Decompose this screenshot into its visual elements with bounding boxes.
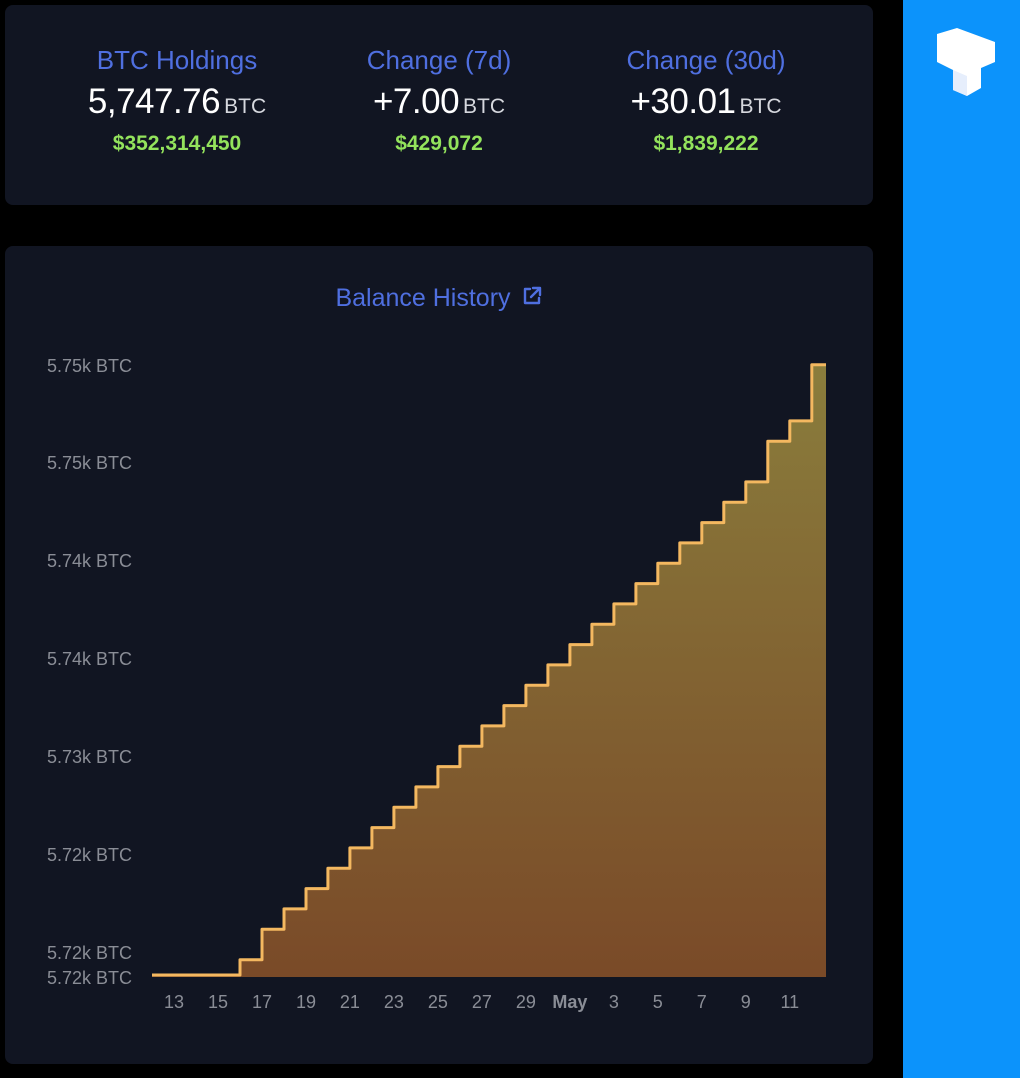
stat-usd-value: $1,839,222 xyxy=(653,132,759,155)
x-tick-label: 3 xyxy=(609,992,619,1012)
x-tick-label: 7 xyxy=(697,992,707,1012)
stat-unit: BTC xyxy=(463,95,506,118)
x-tick-label: 17 xyxy=(252,992,272,1012)
stat-btc-holdings: BTC Holdings 5,747.76 BTC $352,314,450 xyxy=(37,45,317,156)
y-tick-label: 5.73k BTC xyxy=(47,747,132,767)
y-tick-label: 5.74k BTC xyxy=(47,551,132,571)
external-link-icon[interactable] xyxy=(521,285,543,307)
y-tick-label: 5.72k BTC xyxy=(47,845,132,865)
x-tick-label: 19 xyxy=(296,992,316,1012)
stat-change-7d: Change (7d) +7.00 BTC $429,072 xyxy=(299,45,579,156)
stat-unit: BTC xyxy=(224,95,267,118)
x-tick-label: 23 xyxy=(384,992,404,1012)
y-tick-label: 5.72k BTC xyxy=(47,943,132,963)
y-tick-label: 5.74k BTC xyxy=(47,649,132,669)
x-tick-label: 5 xyxy=(653,992,663,1012)
balance-line xyxy=(152,363,826,977)
y-tick-label: 5.72k BTC xyxy=(47,968,132,988)
stat-unit: BTC xyxy=(739,95,782,118)
x-tick-label: 9 xyxy=(741,992,751,1012)
x-tick-label: 15 xyxy=(208,992,228,1012)
y-tick-label: 5.75k BTC xyxy=(47,453,132,473)
holdings-summary-card: BTC Holdings 5,747.76 BTC $352,314,450 Ch… xyxy=(5,5,873,205)
x-tick-label: 25 xyxy=(428,992,448,1012)
stat-usd-value: $352,314,450 xyxy=(112,132,242,155)
x-tick-label: May xyxy=(552,992,587,1012)
stat-usd-value: $429,072 xyxy=(395,132,483,155)
x-tick-label: 13 xyxy=(164,992,184,1012)
x-tick-label: 29 xyxy=(516,992,536,1012)
x-tick-label: 21 xyxy=(340,992,360,1012)
chart-title[interactable]: Balance History xyxy=(335,284,511,312)
stat-label[interactable]: Change (7d) xyxy=(366,45,512,75)
stat-value: +30.01 xyxy=(630,82,736,121)
stat-label[interactable]: Change (30d) xyxy=(626,45,786,75)
y-tick-label: 5.75k BTC xyxy=(47,356,132,376)
stat-change-30d: Change (30d) +30.01 BTC $1,839,222 xyxy=(566,45,846,156)
x-tick-label: 27 xyxy=(472,992,492,1012)
x-tick-label: 11 xyxy=(780,992,799,1012)
brand-logo-icon[interactable] xyxy=(933,28,997,98)
chart-title-link[interactable]: Balance History xyxy=(5,284,873,313)
stat-label[interactable]: BTC Holdings xyxy=(96,45,258,75)
side-panel xyxy=(903,0,1020,1078)
stat-value: +7.00 xyxy=(372,82,460,121)
stat-value: 5,747.76 xyxy=(87,82,221,121)
balance-history-chart: 5.75k BTC 5.75k BTC 5.74k BTC 5.74k BTC 5.73… xyxy=(47,356,826,1012)
balance-area xyxy=(152,364,826,977)
balance-history-card: 5.75k BTC 5.75k BTC 5.74k BTC 5.74k BTC 5.73… xyxy=(5,246,873,1064)
